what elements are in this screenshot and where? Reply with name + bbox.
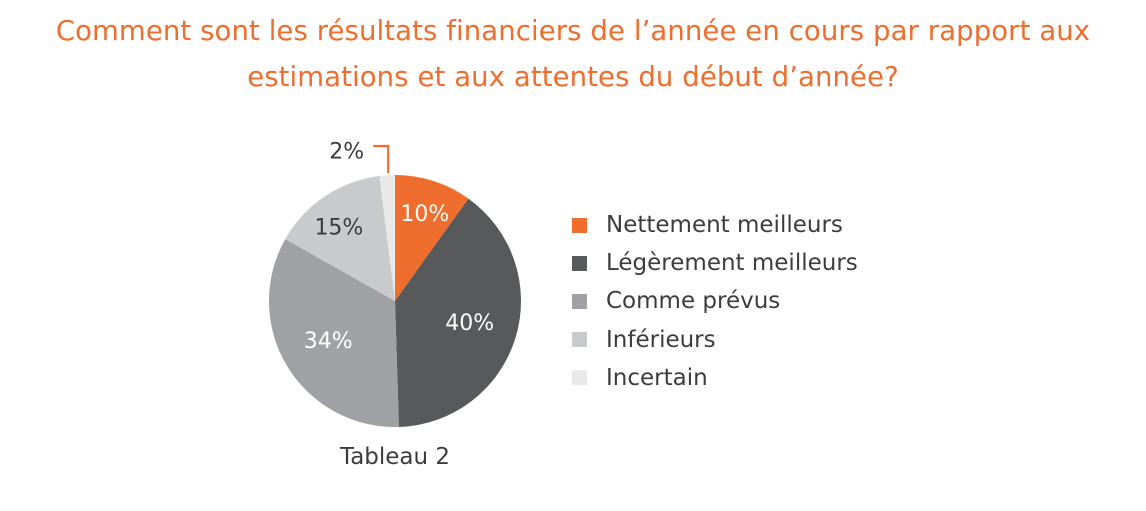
legend-label: Inférieurs <box>606 326 716 353</box>
legend: Nettement meilleurs Légèrement meilleurs C… <box>572 206 858 397</box>
chart-title-line-2: estimations et aux attentes du début d’a… <box>247 61 899 93</box>
slice-label-incertain: 2% <box>329 140 364 165</box>
legend-swatch <box>572 293 587 309</box>
legend-item-incertain: Incertain <box>572 359 858 397</box>
legend-item-legerement-meilleurs: Légèrement meilleurs <box>572 244 858 282</box>
pie-slice-inferieurs <box>285 175 395 301</box>
chart-caption: Tableau 2 <box>339 444 451 470</box>
pie-slice-comme-prevus <box>268 239 399 428</box>
slice-label-legerement-meilleurs: 40% <box>445 311 494 336</box>
legend-swatch <box>572 370 587 386</box>
chart-title-line-1: Comment sont les résultats financiers de… <box>55 15 1091 47</box>
legend-item-nettement-meilleurs: Nettement meilleurs <box>572 206 858 244</box>
legend-swatch <box>572 255 587 271</box>
legend-swatch <box>572 217 587 233</box>
slice-label-nettement-meilleurs: 10% <box>400 202 449 227</box>
legend-label: Incertain <box>606 364 708 391</box>
legend-label: Nettement meilleurs <box>606 212 843 239</box>
callout-line-incertain <box>373 144 390 174</box>
pie-slice-legerement-meilleurs <box>395 198 521 427</box>
legend-label: Comme prévus <box>606 288 781 315</box>
legend-item-comme-prevus: Comme prévus <box>572 282 858 320</box>
pie-slice-nettement-meilleurs <box>395 175 469 301</box>
pie-slice-incertain <box>379 174 395 301</box>
legend-swatch <box>572 332 587 348</box>
legend-label: Légèrement meilleurs <box>606 250 858 277</box>
slice-label-inferieurs: 15% <box>314 215 363 240</box>
slice-label-comme-prevus: 34% <box>304 329 353 354</box>
legend-item-inferieurs: Inférieurs <box>572 321 858 359</box>
chart-title: Comment sont les résultats financiers de… <box>0 8 1146 100</box>
